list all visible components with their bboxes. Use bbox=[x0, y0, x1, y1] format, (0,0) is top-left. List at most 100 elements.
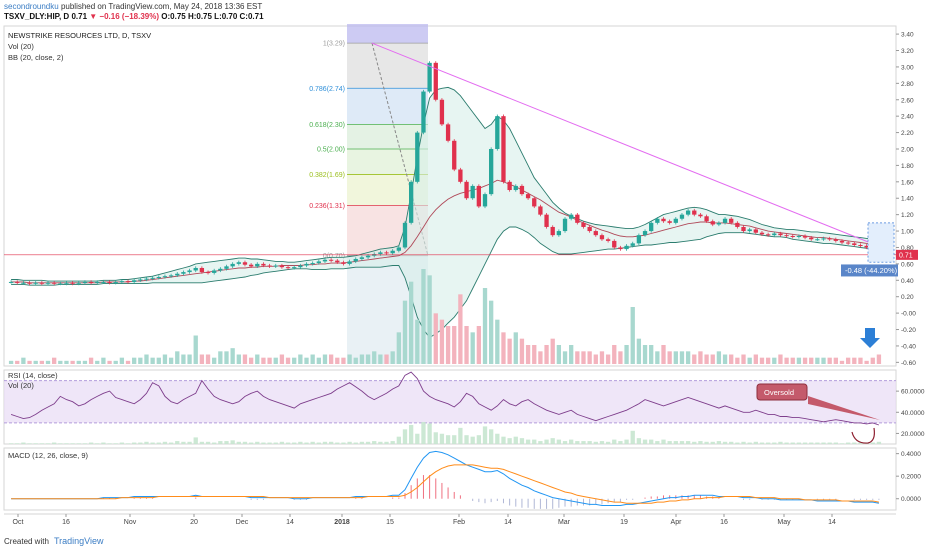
volume-bar bbox=[501, 332, 506, 364]
rsi-volume-bar bbox=[162, 441, 168, 444]
rsi-volume-bar bbox=[372, 441, 377, 444]
volume-bar bbox=[562, 351, 568, 364]
volume-bar bbox=[482, 288, 488, 364]
rsi-volume-bar bbox=[224, 441, 229, 444]
candle-body bbox=[550, 226, 555, 236]
rsi-volume-bar bbox=[45, 443, 51, 444]
candle-body bbox=[642, 231, 648, 236]
candle-body bbox=[224, 266, 229, 269]
price-axis-label: -0.60 bbox=[901, 360, 916, 367]
price-axis-label: 3.40 bbox=[901, 32, 914, 39]
rsi-volume-bar bbox=[292, 442, 297, 444]
rsi-volume-bar bbox=[335, 442, 340, 444]
macd-axis-label: 0.2000 bbox=[901, 474, 921, 481]
rsi-volume-bar bbox=[544, 439, 549, 444]
rsi-volume-bar bbox=[279, 441, 285, 444]
candle-body bbox=[199, 267, 205, 273]
rsi-volume-bar bbox=[876, 441, 882, 444]
volume-bar bbox=[27, 360, 32, 364]
rsi-volume-bar bbox=[735, 442, 740, 444]
volume-bar bbox=[852, 357, 857, 364]
fib-trend-line bbox=[371, 43, 429, 256]
candle-body bbox=[747, 229, 752, 232]
volume-bar bbox=[427, 275, 432, 364]
candle-body bbox=[519, 185, 525, 195]
volume-bar bbox=[569, 345, 574, 364]
volume-bar bbox=[439, 319, 445, 364]
candle-body bbox=[427, 62, 432, 92]
candle-body bbox=[64, 282, 69, 284]
candle-body bbox=[359, 257, 365, 259]
candle-body bbox=[833, 239, 838, 241]
measure-box bbox=[867, 222, 895, 263]
rsi-volume-bar bbox=[790, 442, 795, 444]
price-pane bbox=[3, 25, 897, 367]
volume-bar bbox=[316, 357, 321, 364]
publish-info: secondroundku published on TradingView.c… bbox=[4, 2, 262, 11]
rsi-volume-bar bbox=[8, 443, 14, 444]
candle-body bbox=[704, 216, 709, 222]
volume-bar bbox=[630, 307, 635, 364]
volume-bar bbox=[162, 354, 168, 364]
volume-bar bbox=[581, 351, 586, 364]
volume-bar bbox=[76, 360, 81, 364]
candle-body bbox=[476, 185, 482, 207]
rsi-volume-bar bbox=[704, 441, 709, 444]
volume-bar bbox=[845, 357, 851, 364]
volume-bar bbox=[821, 357, 826, 364]
candle-body bbox=[212, 270, 217, 273]
time-axis-label: Feb bbox=[453, 519, 465, 526]
volume-bar bbox=[815, 357, 820, 364]
rsi-volume-bar bbox=[673, 441, 678, 444]
candle-body bbox=[285, 267, 291, 269]
tradingview-logo[interactable]: TradingView bbox=[54, 536, 104, 546]
rsi-volume-bar bbox=[76, 443, 81, 444]
candle-body bbox=[273, 265, 278, 267]
rsi-volume-bar bbox=[101, 442, 106, 444]
volume-bar bbox=[359, 354, 365, 364]
volume-bar bbox=[735, 357, 740, 364]
candle-body bbox=[685, 210, 691, 215]
rsi-volume-bar bbox=[27, 443, 32, 444]
volume-bar bbox=[753, 354, 758, 364]
candle-body bbox=[562, 218, 568, 232]
price-axis-label: -0.40 bbox=[901, 343, 916, 350]
candle-body bbox=[255, 263, 260, 267]
price-axis-label: 1.80 bbox=[901, 163, 914, 170]
volume-bar bbox=[790, 357, 795, 364]
volume-bar bbox=[261, 357, 266, 364]
candle-body bbox=[495, 116, 500, 149]
candle-body bbox=[864, 245, 869, 248]
author-name[interactable]: secondroundku bbox=[4, 2, 59, 11]
candle-body bbox=[384, 252, 389, 254]
candle-body bbox=[316, 261, 321, 264]
price-chart[interactable]: 3.40 3.20 3.00 2.80 2.60 2.40 2.20 2.00 1.80 1.60… bbox=[0, 24, 932, 536]
rsi-volume-bar bbox=[482, 426, 488, 444]
volume-bar bbox=[710, 354, 715, 364]
rsi-volume-bar bbox=[156, 442, 161, 444]
volume-bar bbox=[168, 357, 174, 364]
rsi-volume-bar bbox=[445, 435, 451, 444]
rsi-volume-bar bbox=[599, 441, 605, 444]
rsi-volume-bar bbox=[495, 433, 500, 444]
price-axis-label: 1.20 bbox=[901, 212, 914, 219]
volume-bar bbox=[495, 319, 500, 364]
macd-pane bbox=[3, 447, 897, 511]
rsi-line bbox=[10, 371, 880, 426]
candle-body bbox=[322, 259, 328, 262]
rsi-volume-bar bbox=[415, 433, 420, 444]
rsi-volume-bar bbox=[550, 438, 555, 444]
price-axis-label: 1.60 bbox=[901, 179, 914, 186]
candle-body bbox=[187, 270, 192, 273]
fib-level-label: 0.618(2.30) bbox=[309, 122, 345, 129]
price-axis-label: 0.80 bbox=[901, 245, 914, 252]
candle-body bbox=[501, 116, 506, 182]
candle-body bbox=[39, 282, 45, 284]
volume-bar bbox=[519, 338, 525, 364]
volume-bar bbox=[649, 345, 654, 364]
volume-bar bbox=[655, 351, 660, 364]
volume-bar bbox=[759, 357, 765, 364]
rsi-volume-bar bbox=[513, 436, 518, 444]
candle-body bbox=[599, 235, 605, 240]
candle-body bbox=[193, 267, 198, 271]
